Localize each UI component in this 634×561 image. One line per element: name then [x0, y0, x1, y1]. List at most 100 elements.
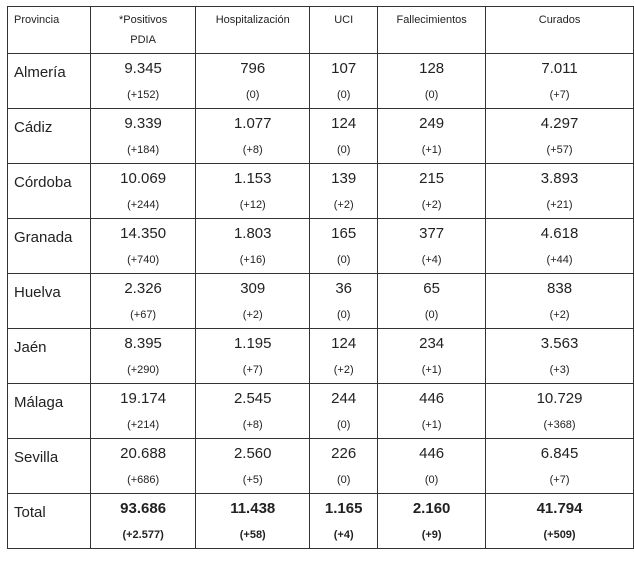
table-row: Córdoba 10.069 (+244) 1.153 (+12) 139 (+2) 215 (…	[7, 163, 634, 219]
cell-change: (+214)	[127, 419, 160, 431]
table-row: Sevilla 20.688 (+686) 2.560 (+5) 226 (0) 446 (0)…	[7, 438, 634, 494]
cell-value: 2.560	[233, 445, 272, 462]
table-cell: 11.438 (+58)	[195, 493, 311, 549]
table-cell: 8.395 (+290)	[89, 328, 197, 384]
cell-value: 93.686	[120, 500, 167, 517]
table-cell: 377 (+4)	[377, 218, 487, 274]
table-cell: 4.618 (+44)	[485, 218, 634, 274]
cell-value: 7.011	[541, 60, 578, 77]
table-cell: 215 (+2)	[377, 163, 487, 219]
table-cell: 41.794 (+509)	[485, 493, 634, 549]
cell-change: (+58)	[239, 529, 266, 541]
table-cell: 20.688 (+686)	[89, 438, 197, 494]
table-cell: 124 (+2)	[309, 328, 379, 384]
cell-change: (+7)	[242, 364, 263, 376]
cell-change: (+2)	[549, 309, 570, 321]
province-name: Málaga	[7, 383, 91, 439]
table-cell: 838 (+2)	[485, 273, 634, 329]
cell-value: 838	[547, 280, 573, 297]
table-cell: 226 (0)	[309, 438, 379, 494]
cell-value: 377	[419, 225, 445, 242]
cell-value: 1.803	[233, 225, 272, 242]
cell-change: (+2)	[421, 199, 442, 211]
cell-change: (+686)	[127, 474, 160, 486]
cell-change: (0)	[336, 474, 351, 486]
cell-value: 1.165	[324, 500, 363, 517]
table-cell: 14.350 (+740)	[89, 218, 197, 274]
cell-change: (+12)	[239, 199, 266, 211]
cell-change: (0)	[424, 309, 439, 321]
cell-value: 6.845	[540, 445, 579, 462]
cell-value: 124	[331, 335, 357, 352]
cell-change: (0)	[336, 419, 351, 431]
cell-change: (0)	[336, 309, 351, 321]
table-cell: 2.560 (+5)	[195, 438, 311, 494]
cell-value: 309	[240, 280, 266, 297]
cell-value: 3.563	[540, 335, 579, 352]
cell-change: (+2.577)	[122, 529, 164, 541]
cell-change: (0)	[246, 89, 260, 101]
column-header: Hospitalización	[195, 6, 311, 54]
cell-change: (+152)	[127, 89, 160, 101]
cell-change: (+57)	[546, 144, 573, 156]
table-cell: 36 (0)	[309, 273, 379, 329]
table-cell: 107 (0)	[309, 53, 379, 109]
province-name: Cádiz	[7, 108, 91, 164]
cell-change: (0)	[336, 89, 351, 101]
cell-value: 8.395	[124, 335, 162, 352]
cell-change: (+740)	[127, 254, 160, 266]
provinces-table: Provincia *Positivos PDIA Hospitalización U…	[7, 6, 634, 549]
table-cell: 1.195 (+7)	[195, 328, 311, 384]
table-cell: 9.345 (+152)	[89, 53, 197, 109]
table-cell: 309 (+2)	[195, 273, 311, 329]
table-cell: 446 (0)	[377, 438, 487, 494]
cell-value: 215	[419, 170, 445, 187]
cell-value: 128	[419, 60, 445, 77]
table-cell: 234 (+1)	[377, 328, 487, 384]
table-cell: 9.339 (+184)	[89, 108, 197, 164]
table-row: Granada 14.350 (+740) 1.803 (+16) 165 (0) 377 (+…	[7, 218, 634, 274]
table-cell: 7.011 (+7)	[485, 53, 634, 109]
cell-value: 244	[331, 390, 357, 407]
table-cell: 93.686 (+2.577)	[89, 493, 197, 549]
cell-value: 226	[331, 445, 357, 462]
cell-value: 2.160	[412, 500, 451, 517]
table-cell: 1.153 (+12)	[195, 163, 311, 219]
cell-value: 1.077	[233, 115, 272, 132]
table-cell: 2.545 (+8)	[195, 383, 311, 439]
table-cell: 65 (0)	[377, 273, 487, 329]
province-name: Granada	[7, 218, 91, 274]
table-cell: 19.174 (+214)	[89, 383, 197, 439]
table-cell: 128 (0)	[377, 53, 487, 109]
cell-change: (+368)	[543, 419, 576, 431]
cell-value: 4.297	[540, 115, 579, 132]
cell-change: (+44)	[546, 254, 573, 266]
table-cell: 3.893 (+21)	[485, 163, 634, 219]
cell-change: (+5)	[242, 474, 263, 486]
table-cell: 1.077 (+8)	[195, 108, 311, 164]
cell-change: (+7)	[549, 474, 570, 486]
cell-value: 165	[331, 225, 357, 242]
cell-value: 1.153	[233, 170, 272, 187]
table-cell: 796 (0)	[195, 53, 311, 109]
cell-value: 36	[335, 280, 353, 297]
cell-change: (0)	[424, 89, 439, 101]
column-header: Provincia	[7, 6, 91, 54]
cell-change: (+1)	[421, 419, 442, 431]
cell-value: 1.195	[233, 335, 272, 352]
cell-value: 4.618	[540, 225, 579, 242]
province-name: Huelva	[7, 273, 91, 329]
table-cell: 124 (0)	[309, 108, 379, 164]
cell-change: (+9)	[421, 529, 442, 541]
table-cell: 6.845 (+7)	[485, 438, 634, 494]
table-row: Jaén 8.395 (+290) 1.195 (+7) 124 (+2) 234 (+1) 3.…	[7, 328, 634, 384]
table-cell: 139 (+2)	[309, 163, 379, 219]
column-header: Fallecimientos	[377, 6, 487, 54]
cell-value: 41.794	[536, 500, 583, 517]
cell-value: 139	[331, 170, 357, 187]
cell-change: (+244)	[127, 199, 160, 211]
cell-change: (+3)	[549, 364, 570, 376]
province-name: Jaén	[7, 328, 91, 384]
cell-value: 11.438	[230, 500, 276, 517]
table-cell: 4.297 (+57)	[485, 108, 634, 164]
